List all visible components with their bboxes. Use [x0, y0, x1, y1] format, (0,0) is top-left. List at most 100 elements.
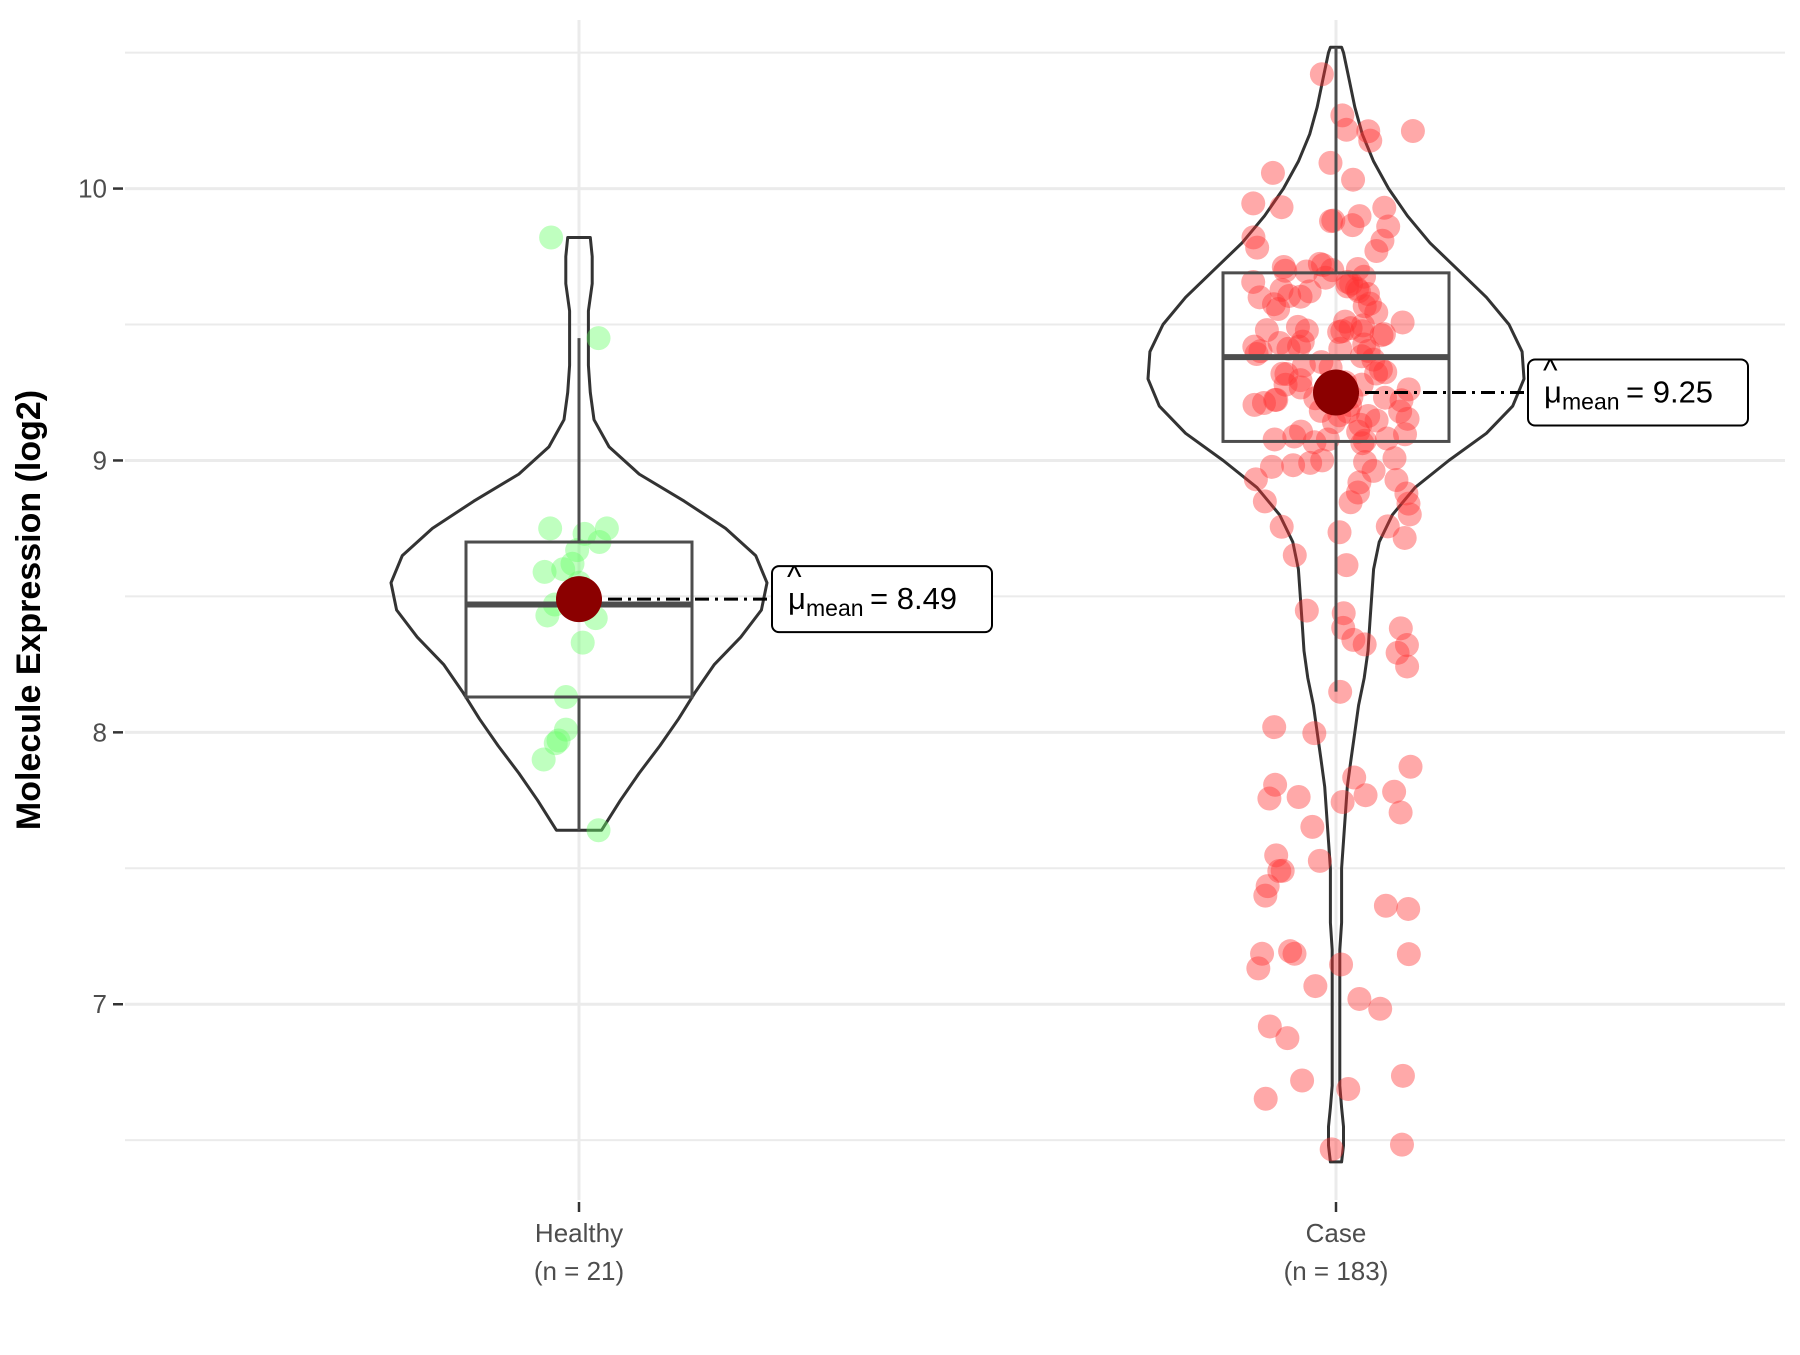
data-point-case: [1350, 431, 1375, 456]
data-point-case: [1375, 514, 1400, 539]
data-point-case: [1294, 598, 1319, 623]
y-tick-label: 10: [78, 174, 107, 204]
mean-label-box: [771, 565, 993, 634]
data-point-case: [1253, 1086, 1278, 1111]
data-point-healthy: [553, 717, 578, 742]
data-point-case: [1327, 520, 1352, 545]
data-point-case: [1347, 204, 1372, 229]
data-point-case: [1396, 377, 1421, 402]
data-point-case: [1376, 214, 1401, 239]
data-point-case: [1310, 448, 1335, 473]
data-point-case: [1242, 392, 1267, 417]
data-point-case: [1297, 279, 1322, 304]
mean-label-mu: μ: [788, 581, 806, 616]
data-point-case: [1330, 790, 1355, 815]
data-point-case: [1286, 785, 1311, 810]
data-point-case: [1336, 1077, 1361, 1102]
data-point-case: [1253, 883, 1278, 908]
y-axis-label: Molecule Expression (log2): [10, 390, 48, 830]
data-point-case: [1346, 279, 1371, 304]
data-point-case: [1307, 251, 1332, 276]
data-point-case: [1242, 334, 1267, 359]
data-point-case: [1288, 375, 1313, 400]
data-point-healthy: [551, 557, 576, 582]
data-point-case: [1395, 406, 1420, 431]
data-point-case: [1289, 419, 1314, 444]
data-point-case: [1396, 942, 1421, 967]
data-point-case: [1298, 450, 1323, 475]
box-layer: [464, 47, 1451, 831]
data-point-case: [1390, 310, 1415, 335]
data-point-case: [1373, 360, 1398, 385]
data-point-case: [1352, 632, 1377, 657]
data-point-case: [1355, 282, 1380, 307]
points-layer: [531, 62, 1425, 1162]
data-point-case: [1373, 893, 1398, 918]
data-point-case: [1388, 800, 1413, 825]
data-point-case: [1294, 318, 1319, 343]
data-point-case: [1274, 362, 1299, 387]
data-point-case: [1382, 446, 1407, 471]
mean-label-healthy: μ^mean = 8.49: [771, 559, 993, 634]
data-point-healthy: [543, 731, 568, 756]
mean-dot-healthy: [556, 576, 602, 623]
data-point-case: [1394, 481, 1419, 506]
data-point-case: [1382, 779, 1407, 804]
mean-label-value: = 8.49: [870, 581, 957, 616]
data-point-case: [1290, 329, 1315, 354]
data-point-case: [1356, 403, 1381, 428]
data-point-case: [1247, 285, 1272, 310]
data-point-case: [1339, 271, 1364, 296]
data-point-case: [1271, 254, 1296, 279]
data-point-case: [1334, 117, 1359, 142]
data-point-case: [1394, 633, 1419, 658]
data-point-case: [1371, 322, 1396, 347]
data-point-case: [1384, 468, 1409, 493]
data-point-healthy: [531, 747, 556, 772]
data-point-case: [1303, 974, 1328, 999]
data-point-case: [1269, 514, 1294, 539]
data-point-case: [1357, 291, 1382, 316]
box-healthy: [464, 540, 694, 699]
data-point-case: [1389, 1132, 1414, 1157]
data-point-case: [1259, 454, 1284, 479]
data-point-case: [1318, 150, 1343, 175]
data-point-case: [1341, 627, 1366, 652]
data-point-healthy: [570, 630, 595, 655]
data-point-case: [1358, 128, 1383, 153]
data-point-case: [1328, 679, 1353, 704]
data-point-healthy: [560, 551, 585, 576]
data-point-case: [1315, 427, 1340, 452]
axis-layer: 7 8 9 10 Healthy (n = 21) Case (n = 183): [78, 174, 1388, 1286]
data-point-case: [1334, 553, 1359, 578]
data-point-case: [1389, 388, 1414, 413]
x-tick-label-case: Case: [1306, 1218, 1367, 1248]
data-point-case: [1288, 284, 1313, 309]
mean-label-sub: mean: [1562, 388, 1620, 414]
data-point-case: [1241, 269, 1266, 294]
data-point-case: [1320, 258, 1345, 283]
data-point-case: [1385, 640, 1410, 665]
data-point-case: [1335, 274, 1360, 299]
data-point-case: [1282, 424, 1307, 449]
data-point-case: [1319, 1137, 1344, 1162]
data-point-case: [1347, 470, 1372, 495]
data-point-healthy: [546, 728, 571, 753]
mean-label-box: [1527, 358, 1749, 427]
data-point-case: [1257, 786, 1282, 811]
data-point-case: [1277, 283, 1302, 308]
x-tick-label-healthy: Healthy: [535, 1218, 623, 1248]
mean-label-hat: ^: [787, 559, 802, 594]
data-point-case: [1340, 213, 1365, 238]
data-point-healthy: [539, 225, 564, 250]
data-point-case: [1352, 294, 1377, 319]
data-point-case: [1273, 372, 1298, 397]
data-point-case: [1287, 334, 1312, 359]
data-point-case: [1282, 543, 1307, 568]
data-point-case: [1290, 1068, 1315, 1093]
data-point-case: [1397, 502, 1422, 527]
data-point-case: [1262, 715, 1287, 740]
data-point-case: [1350, 319, 1375, 344]
